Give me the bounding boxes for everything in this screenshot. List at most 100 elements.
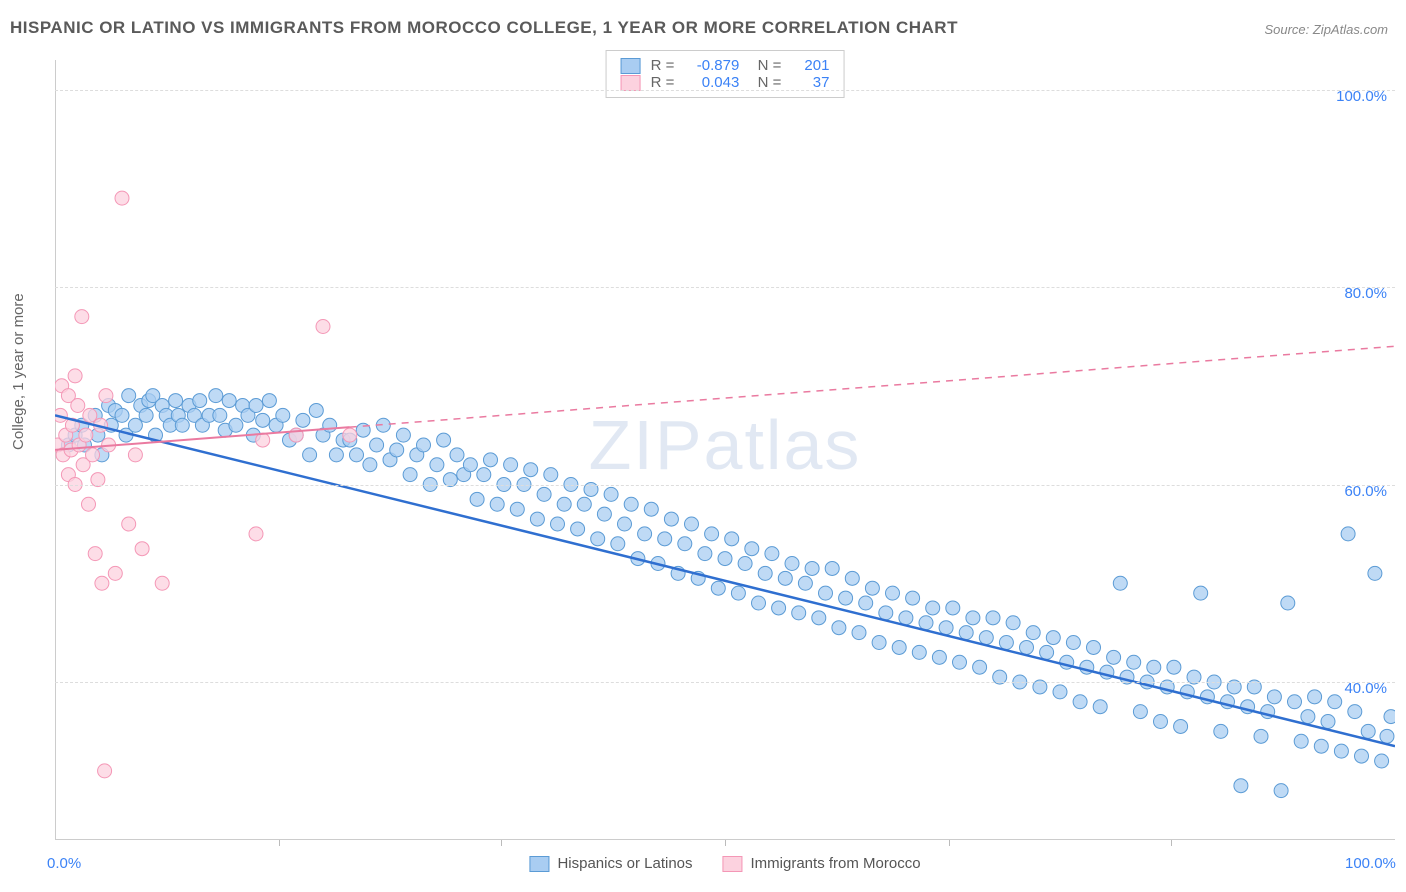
ytick-label: 60.0%: [1344, 483, 1387, 500]
data-point: [477, 468, 491, 482]
data-point: [86, 448, 100, 462]
data-point: [1214, 724, 1228, 738]
legend-r-label: R =: [651, 74, 675, 91]
data-point: [859, 596, 873, 610]
data-point: [1384, 710, 1395, 724]
legend-row: R =-0.879 N =201: [621, 57, 830, 74]
data-point: [139, 408, 153, 422]
data-point: [209, 389, 223, 403]
data-point: [906, 591, 920, 605]
data-point: [966, 611, 980, 625]
data-point: [1073, 695, 1087, 709]
data-point: [1341, 527, 1355, 541]
data-point: [1254, 729, 1268, 743]
data-point: [1167, 660, 1181, 674]
legend-label: Immigrants from Morocco: [751, 855, 921, 872]
data-point: [698, 547, 712, 561]
source-label: Source: ZipAtlas.com: [1264, 22, 1388, 37]
legend-correlation: R =-0.879 N =201 R =0.043 N =37: [606, 50, 845, 98]
data-point: [450, 448, 464, 462]
data-point: [1113, 576, 1127, 590]
data-point: [979, 631, 993, 645]
data-point: [1321, 715, 1335, 729]
data-point: [193, 394, 207, 408]
legend-n-value: 201: [791, 57, 829, 74]
data-point: [83, 408, 97, 422]
data-point: [745, 542, 759, 556]
data-point: [798, 576, 812, 590]
data-point: [88, 547, 102, 561]
xtick-minor: [949, 840, 950, 846]
data-point: [946, 601, 960, 615]
data-point: [98, 764, 112, 778]
data-point: [169, 394, 183, 408]
data-point: [329, 448, 343, 462]
data-point: [1046, 631, 1060, 645]
ytick-label: 100.0%: [1336, 88, 1387, 105]
data-point: [256, 413, 270, 427]
data-point: [262, 394, 276, 408]
data-point: [1026, 626, 1040, 640]
data-point: [577, 497, 591, 511]
data-point: [530, 512, 544, 526]
data-point: [68, 369, 82, 383]
data-point: [953, 655, 967, 669]
data-point: [75, 310, 89, 324]
data-point: [611, 537, 625, 551]
data-point: [932, 650, 946, 664]
data-point: [1066, 636, 1080, 650]
data-point: [919, 616, 933, 630]
data-point: [731, 586, 745, 600]
legend-r-value: 0.043: [684, 74, 739, 91]
data-point: [805, 561, 819, 575]
data-point: [504, 458, 518, 472]
data-point: [99, 389, 113, 403]
data-point: [865, 581, 879, 595]
data-point: [1314, 739, 1328, 753]
data-point: [618, 517, 632, 531]
data-point: [1267, 690, 1281, 704]
trend-line-dashed: [350, 346, 1395, 427]
legend-label: Hispanics or Latinos: [557, 855, 692, 872]
legend-series: Hispanics or Latinos Immigrants from Moro…: [529, 855, 920, 872]
data-point: [644, 502, 658, 516]
data-point: [544, 468, 558, 482]
data-point: [1294, 734, 1308, 748]
data-point: [718, 552, 732, 566]
legend-swatch: [529, 856, 549, 872]
data-point: [772, 601, 786, 615]
data-point: [296, 413, 310, 427]
legend-swatch: [621, 75, 641, 91]
data-point: [463, 458, 477, 472]
data-point: [1093, 700, 1107, 714]
data-point: [638, 527, 652, 541]
data-point: [128, 448, 142, 462]
data-point: [249, 527, 263, 541]
legend-r-value: -0.879: [684, 57, 739, 74]
data-point: [825, 561, 839, 575]
data-point: [812, 611, 826, 625]
data-point: [819, 586, 833, 600]
data-point: [370, 438, 384, 452]
data-point: [537, 487, 551, 501]
data-point: [785, 557, 799, 571]
data-point: [999, 636, 1013, 650]
data-point: [1087, 640, 1101, 654]
data-point: [986, 611, 1000, 625]
data-point: [664, 512, 678, 526]
data-point: [484, 453, 498, 467]
data-point: [711, 581, 725, 595]
data-point: [229, 418, 243, 432]
data-point: [1154, 715, 1168, 729]
data-point: [363, 458, 377, 472]
data-point: [1361, 724, 1375, 738]
data-point: [1147, 660, 1161, 674]
data-point: [658, 532, 672, 546]
data-point: [135, 542, 149, 556]
legend-n-value: 37: [791, 74, 829, 91]
data-point: [343, 428, 357, 442]
legend-row: R =0.043 N =37: [621, 74, 830, 91]
data-point: [1281, 596, 1295, 610]
xtick-minor: [279, 840, 280, 846]
data-point: [551, 517, 565, 531]
